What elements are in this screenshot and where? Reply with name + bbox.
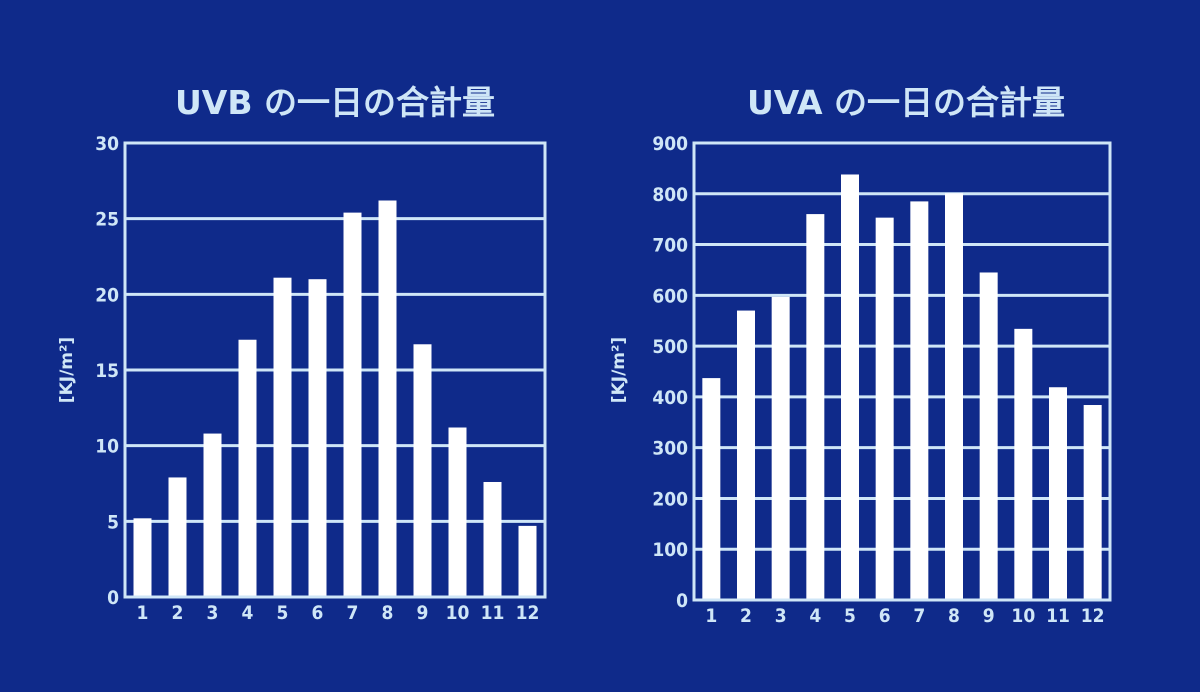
uvb-y-tick-label: 25 [95, 209, 119, 231]
uvb-bar-10 [448, 427, 467, 597]
uvb-y-tick-label: 30 [95, 133, 119, 155]
uva-y-tick-label: 200 [652, 488, 688, 510]
uvb-y-tick-label: 5 [107, 511, 119, 533]
uva-bar-4 [806, 214, 825, 601]
uvb-x-tick-label: 2 [172, 602, 184, 624]
uvb-x-tick-label: 12 [516, 602, 540, 624]
uva-bar-1 [702, 378, 721, 600]
uva-x-tick-label: 4 [809, 605, 821, 627]
uvb-x-tick-label: 1 [137, 602, 149, 624]
uva-x-tick-label: 9 [983, 605, 995, 627]
uvb-bar-8 [378, 200, 397, 598]
uvb-chart-title: UVB の一日の合計量 [175, 83, 495, 122]
uvb-x-tick-label: 8 [382, 602, 394, 624]
uva-y-tick-label: 800 [652, 184, 688, 206]
uva-x-tick-label: 10 [1011, 605, 1035, 627]
uva-y-tick-label: 400 [652, 387, 688, 409]
uvb-bar-11 [483, 481, 502, 597]
uva-y-tick-label: 300 [652, 438, 688, 460]
uva-bar-9 [979, 272, 998, 600]
uvb-y-tick-label: 10 [95, 436, 119, 458]
uvb-y-tick-label: 20 [95, 284, 119, 306]
uvb-x-tick-label: 9 [417, 602, 429, 624]
uva-x-tick-label: 7 [913, 605, 925, 627]
uva-x-tick-label: 12 [1081, 605, 1105, 627]
uva-bar-11 [1049, 387, 1067, 600]
uva-y-tick-label: 900 [652, 133, 688, 155]
uvb-bar-7 [343, 212, 362, 597]
uva-bar-12 [1083, 405, 1102, 600]
uvb-x-tick-label: 4 [242, 602, 254, 624]
uva-chart-title: UVA の一日の合計量 [747, 83, 1065, 122]
uvb-bar-5 [273, 277, 292, 597]
uva-bar-3 [771, 296, 790, 600]
uvb-bar-4 [238, 339, 257, 597]
uva-x-tick-label: 2 [740, 605, 752, 627]
uvb-x-tick-label: 3 [207, 602, 219, 624]
uvb-bar-12 [518, 525, 537, 597]
uva-y-axis-label: [KJ/m²] [609, 337, 629, 403]
uva-bar-2 [737, 310, 755, 600]
uvb-bar-9 [413, 344, 432, 597]
uva-x-tick-label: 1 [705, 605, 717, 627]
uvb-y-axis-label: [KJ/m²] [57, 337, 77, 403]
uvb-x-tick-label: 6 [312, 602, 324, 624]
uva-x-tick-label: 11 [1046, 605, 1070, 627]
uvb-y-tick-label: 15 [95, 360, 119, 382]
uva-y-tick-label: 600 [652, 285, 688, 307]
uva-y-tick-label: 100 [652, 539, 688, 561]
uva-x-tick-label: 5 [844, 605, 856, 627]
uvb-plot-frame [123, 141, 547, 599]
uvb-bar-3 [203, 433, 222, 597]
uvb-x-tick-label: 5 [277, 602, 289, 624]
uva-y-tick-label: 500 [652, 336, 688, 358]
uva-x-tick-label: 8 [948, 605, 960, 627]
uvb-bar-1 [133, 518, 152, 597]
uvb-x-tick-label: 7 [347, 602, 359, 624]
uva-y-tick-label: 0 [676, 590, 688, 612]
uva-bar-10 [1014, 328, 1033, 600]
uva-bar-6 [875, 217, 894, 601]
uva-bar-5 [841, 174, 859, 600]
uvb-bar-2 [168, 477, 187, 597]
uva-x-tick-label: 6 [879, 605, 891, 627]
uvb-bar-6 [308, 279, 327, 597]
uva-x-tick-label: 3 [775, 605, 787, 627]
uva-bar-8 [945, 193, 963, 600]
uva-bar-7 [910, 201, 929, 600]
uva-y-tick-label: 700 [652, 235, 688, 257]
uva-plot-frame [692, 141, 1112, 602]
uvb-x-tick-label: 11 [481, 602, 505, 624]
uvb-y-tick-label: 0 [107, 587, 119, 609]
uvb-x-tick-label: 10 [446, 602, 470, 624]
uva-chart: UVA の一日の合計量 [KJ/m²] 0 100 200 300 400 500 600 7… [609, 83, 1112, 627]
